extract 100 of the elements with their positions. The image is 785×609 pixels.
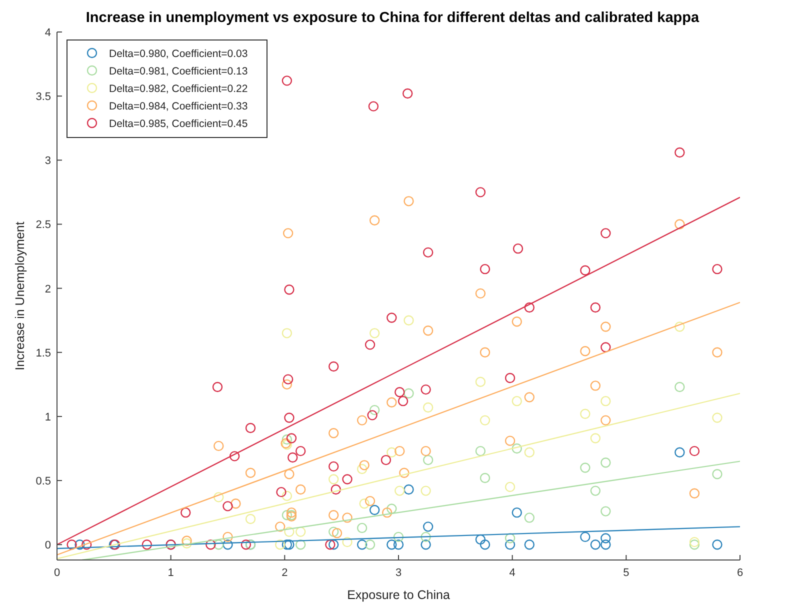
point	[364, 540, 376, 550]
point	[512, 396, 522, 406]
x-axis-title: Exposure to China	[347, 588, 450, 602]
point	[206, 540, 216, 550]
point	[245, 468, 256, 478]
point	[420, 540, 431, 550]
point	[712, 412, 722, 423]
point	[369, 215, 380, 226]
y-tick-label: 0.5	[36, 476, 51, 488]
point	[275, 522, 286, 532]
point	[512, 316, 522, 327]
x-tick-label: 0	[54, 567, 60, 579]
point	[504, 436, 516, 446]
point	[712, 469, 722, 480]
point	[182, 536, 192, 546]
point	[296, 526, 306, 537]
point	[393, 540, 404, 550]
y-tick-label: 1.5	[36, 347, 51, 360]
point	[580, 532, 590, 542]
point	[475, 446, 486, 456]
point	[356, 415, 368, 426]
point	[386, 447, 397, 458]
point	[524, 540, 535, 550]
point	[475, 534, 486, 545]
point	[674, 219, 685, 230]
point	[328, 526, 339, 537]
point	[359, 460, 370, 470]
point	[504, 482, 516, 492]
point	[475, 187, 486, 198]
point	[394, 486, 405, 496]
point	[359, 498, 370, 509]
point	[580, 346, 590, 356]
x-tick-label: 1	[168, 567, 174, 579]
point	[386, 504, 397, 514]
point	[580, 462, 590, 473]
point	[422, 326, 434, 336]
point	[404, 196, 414, 206]
point	[284, 526, 294, 537]
point	[296, 540, 306, 550]
point	[286, 507, 297, 518]
point	[420, 446, 431, 456]
point	[420, 486, 431, 496]
point	[600, 533, 611, 544]
x-tick-label: 3	[395, 567, 402, 579]
point	[399, 468, 410, 478]
point	[282, 540, 292, 550]
y-axis-title: Increase in Unemployment	[13, 221, 27, 370]
point	[214, 492, 224, 502]
x-tick-label: 2	[282, 567, 288, 579]
point	[393, 532, 404, 542]
point	[580, 265, 590, 276]
point	[689, 446, 700, 456]
point	[282, 434, 292, 445]
point	[212, 382, 223, 392]
point	[480, 347, 490, 358]
point	[712, 264, 722, 274]
point	[66, 540, 77, 550]
point	[282, 228, 294, 238]
point	[296, 484, 306, 495]
y-tick-label: 2.5	[36, 219, 51, 232]
point	[394, 446, 405, 456]
point	[386, 540, 397, 550]
point	[422, 454, 434, 466]
point	[364, 496, 376, 506]
point	[600, 506, 611, 516]
point	[282, 510, 292, 520]
point	[689, 488, 700, 498]
point	[332, 528, 342, 538]
point	[328, 474, 339, 484]
point	[222, 540, 233, 550]
point	[369, 504, 380, 516]
point	[504, 533, 516, 544]
legend-label: Delta=0.980, Coefficient=0.03	[109, 48, 248, 60]
point	[367, 410, 378, 420]
point	[689, 536, 700, 548]
point	[330, 484, 341, 495]
point	[422, 402, 434, 413]
point	[600, 540, 611, 550]
point	[394, 387, 405, 398]
y-tick-label: 3.5	[36, 91, 51, 104]
point	[276, 486, 286, 498]
point	[712, 540, 722, 550]
point	[214, 440, 224, 452]
point	[342, 536, 352, 548]
point	[282, 328, 292, 338]
point	[674, 382, 685, 392]
point	[420, 532, 431, 542]
point	[422, 247, 434, 258]
point	[296, 446, 306, 456]
point	[356, 540, 368, 550]
point	[674, 322, 685, 332]
point	[512, 507, 522, 518]
point	[369, 404, 380, 416]
point	[214, 540, 224, 550]
point	[590, 380, 601, 391]
y-tick-label: 4	[44, 27, 51, 39]
point	[480, 415, 490, 426]
legend-label: Delta=0.982, Coefficient=0.22	[109, 83, 248, 95]
point	[240, 540, 252, 550]
point	[282, 379, 292, 390]
